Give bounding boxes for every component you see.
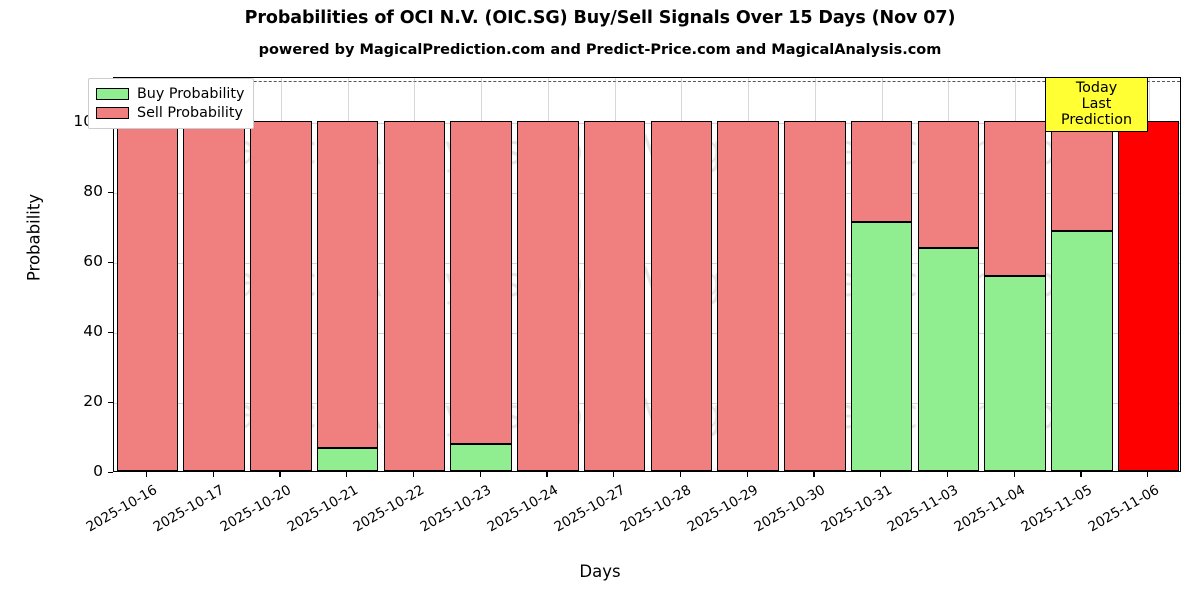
bar-today[interactable] [1117,121,1180,471]
today-annotation-line1: Today [1075,80,1118,96]
y-tick-mark [108,261,113,264]
bar-segment-sell[interactable] [116,121,179,471]
y-tick-label: 20 [83,392,103,411]
y-tick-label: 80 [83,182,103,201]
bar-segment-buy[interactable] [316,447,379,471]
x-tick-mark [813,472,815,477]
bar-segment-buy[interactable] [450,443,512,471]
x-tick-mark [346,472,348,477]
bar-group[interactable] [583,78,646,471]
bar-group[interactable] [183,78,245,471]
reference-dashed-line [114,81,1180,83]
bar-group[interactable] [517,78,579,471]
bar-segment-sell[interactable] [784,121,846,471]
x-tick-mark [613,472,615,477]
y-tick-label: 60 [83,252,103,271]
legend-item-buy: Buy Probability [96,84,244,103]
bar-group[interactable] [984,78,1046,471]
legend-swatch-buy-icon [96,87,129,100]
bar-group[interactable] [1051,78,1113,471]
x-tick-mark [1147,472,1149,477]
x-tick-mark [880,472,882,477]
legend-label-buy: Buy Probability [137,85,245,102]
x-tick-mark [279,472,281,477]
gridline-y-20 [114,403,1180,405]
x-tick-mark [412,472,415,477]
y-tick-label: 40 [83,322,103,341]
bar-segment-sell[interactable] [984,121,1046,277]
bar-segment-sell[interactable] [316,121,379,448]
gridline-y-80 [114,193,1180,195]
bar-group[interactable] [784,78,846,471]
bar-group[interactable] [717,78,779,471]
bar-group[interactable] [250,78,312,471]
bar-segment-sell[interactable] [450,121,512,444]
bar-group[interactable] [917,78,980,471]
x-tick-mark [679,472,682,477]
bar-group[interactable] [850,78,913,471]
chart-subtitle: powered by MagicalPrediction.com and Pre… [258,42,942,58]
x-tick-mark [946,472,949,477]
gridline-y-40 [114,333,1180,335]
bar-segment-sell[interactable] [583,121,646,471]
x-axis-label: Days [579,562,621,581]
gridline-y-100 [114,123,1180,125]
today-annotation-line2: Last Prediction [1060,96,1133,128]
y-tick-mark [108,331,113,333]
x-tick-mark [1080,472,1082,477]
today-annotation: Today Last Prediction [1045,77,1148,132]
x-tick-mark [145,472,148,477]
x-tick-mark [212,472,214,477]
bar-group[interactable] [450,78,512,471]
bar-segment-sell[interactable] [250,121,312,471]
y-tick-mark [108,471,113,473]
y-axis-label: Probability [24,193,44,282]
bar-group[interactable] [116,78,179,471]
x-tick-mark [479,472,481,477]
bar-group[interactable] [1117,78,1180,471]
bar-segment-sell[interactable] [183,121,245,471]
gridline-y-60 [114,263,1180,265]
bars-layer [114,78,1180,471]
bar-segment-buy[interactable] [984,276,1046,471]
x-tick-mark [1013,472,1015,477]
legend-swatch-sell-icon [96,106,129,119]
x-tick-mark [746,472,748,477]
bar-segment-buy[interactable] [1051,230,1113,471]
bar-segment-sell[interactable] [517,121,579,471]
bar-segment-sell[interactable] [383,121,446,471]
y-tick-mark [108,401,113,403]
bar-segment-sell[interactable] [717,121,779,471]
chart-legend: Buy Probability Sell Probability [88,78,255,129]
legend-label-sell: Sell Probability [137,104,243,121]
bar-group[interactable] [650,78,713,471]
chart-title: Probabilities of OCI N.V. (OIC.SG) Buy/S… [244,8,956,28]
bar-segment-sell[interactable] [917,121,980,248]
legend-item-sell: Sell Probability [96,103,244,122]
bar-group[interactable] [383,78,446,471]
bar-segment-sell[interactable] [850,121,913,222]
bar-segment-sell[interactable] [1051,121,1113,231]
y-tick-mark [108,191,113,194]
bar-segment-sell[interactable] [650,121,713,471]
plot-area: MagicalAnalysis.com MagicalPrediction.co… [113,77,1181,472]
bar-segment-buy[interactable] [850,221,913,471]
x-tick-mark [546,472,548,477]
y-tick-label: 0 [93,462,103,480]
bar-group[interactable] [316,78,379,471]
bar-segment-buy[interactable] [917,247,980,471]
